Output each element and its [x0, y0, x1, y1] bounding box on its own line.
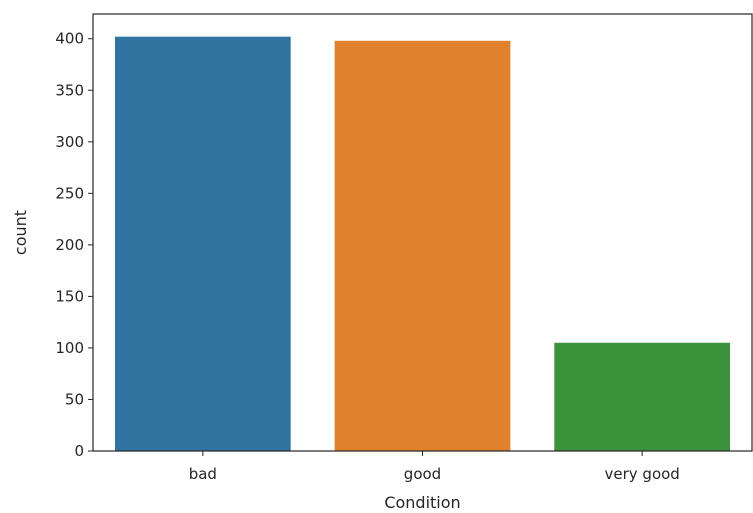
y-tick-label: 350: [55, 81, 84, 99]
plot-frame: [92, 13, 753, 452]
x-tick-label: bad: [189, 465, 217, 483]
x-tick-label: good: [404, 465, 441, 483]
y-tick-label: 50: [65, 390, 84, 408]
bar-bad: [114, 36, 291, 451]
bars-group: [114, 36, 731, 451]
y-tick-label: 250: [55, 184, 84, 202]
ticks-group: bad good very good 0 50 100 150 200 250 300 350 400: [55, 30, 679, 483]
y-tick-label: 300: [55, 133, 84, 151]
y-tick-label: 100: [55, 339, 84, 357]
y-tick-label: 150: [55, 287, 84, 305]
y-tick-label: 400: [55, 30, 84, 48]
x-tick-label: very good: [605, 465, 680, 483]
y-tick-label: 200: [55, 236, 84, 254]
y-tick-label: 0: [74, 442, 84, 460]
bar-very-good: [554, 342, 731, 451]
x-axis-label: Condition: [384, 493, 460, 512]
y-axis-label: count: [11, 210, 30, 255]
bar-good: [334, 40, 511, 451]
